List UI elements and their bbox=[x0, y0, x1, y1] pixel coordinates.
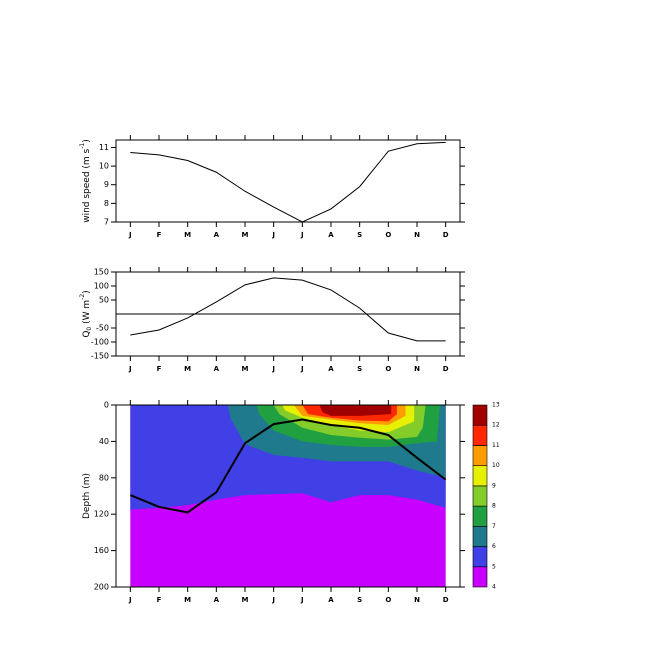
colorbar-label: 12 bbox=[492, 422, 500, 429]
y-tick-label: 0 bbox=[104, 401, 109, 410]
y-axis-label-part: (W m bbox=[82, 300, 92, 327]
x-tick-label: O bbox=[385, 365, 391, 373]
colorbar-label: 11 bbox=[492, 442, 500, 449]
y-axis-label: Q0 (W m-2) bbox=[79, 290, 93, 337]
colorbar-label: 9 bbox=[492, 482, 496, 489]
colorbar-box bbox=[472, 424, 488, 446]
x-tick-label: J bbox=[271, 365, 275, 373]
x-tick-label: J bbox=[300, 365, 304, 373]
x-tick-label: D bbox=[443, 231, 449, 239]
y-axis-label-part: ) bbox=[82, 139, 92, 143]
y-tick-label: 160 bbox=[94, 546, 109, 555]
y-axis-label-part: Depth (m) bbox=[82, 473, 92, 519]
x-tick-label: A bbox=[328, 365, 334, 373]
x-tick-label: D bbox=[443, 365, 449, 373]
x-tick-label: O bbox=[385, 596, 391, 604]
colorbar-box bbox=[472, 526, 488, 547]
y-tick-label: 100 bbox=[94, 282, 109, 291]
colorbar-box bbox=[472, 546, 488, 568]
y-tick-label: -150 bbox=[91, 352, 109, 361]
y-tick-label: 8 bbox=[104, 199, 109, 208]
x-tick-label: J bbox=[128, 231, 132, 239]
y-tick-label: 150 bbox=[94, 268, 109, 277]
x-tick-label: A bbox=[214, 231, 220, 239]
colorbar-box bbox=[472, 485, 488, 507]
x-tick-label: J bbox=[271, 231, 275, 239]
colorbar-label: 4 bbox=[492, 584, 496, 591]
x-tick-label: F bbox=[157, 365, 162, 373]
y-tick-label: -100 bbox=[91, 338, 109, 347]
data-line bbox=[130, 277, 446, 342]
x-tick-label: J bbox=[300, 231, 304, 239]
plot-frame bbox=[115, 271, 461, 357]
x-tick-label: J bbox=[128, 365, 132, 373]
y-tick-label: 9 bbox=[104, 180, 109, 189]
colorbar-box bbox=[472, 505, 488, 527]
x-tick-label: N bbox=[414, 365, 420, 373]
x-tick-label: D bbox=[443, 596, 449, 604]
colorbar-box bbox=[472, 566, 488, 588]
x-tick-label: F bbox=[157, 596, 162, 604]
plot-frame bbox=[115, 139, 461, 223]
x-tick-label: J bbox=[128, 596, 132, 604]
x-tick-label: S bbox=[357, 365, 362, 373]
x-tick-label: M bbox=[242, 231, 249, 239]
y-axis-label: wind speed (m s-1) bbox=[79, 139, 92, 223]
data-line bbox=[130, 141, 446, 223]
y-axis-label-part: ) bbox=[82, 290, 92, 294]
colorbar-label: 7 bbox=[492, 523, 496, 530]
x-tick-label: M bbox=[242, 596, 249, 604]
y-axis-label-part: -2 bbox=[79, 294, 86, 300]
y-axis-label-part: Q bbox=[82, 331, 92, 338]
colorbar-label: 13 bbox=[492, 402, 500, 409]
colorbar-label: 5 bbox=[492, 563, 496, 570]
plot-frame bbox=[115, 404, 461, 588]
y-tick-label: 11 bbox=[99, 143, 109, 152]
y-tick-label: 10 bbox=[99, 162, 109, 171]
x-tick-label: A bbox=[214, 596, 220, 604]
y-tick-label: 7 bbox=[104, 218, 109, 227]
y-tick-label: 50 bbox=[99, 296, 109, 305]
mixed-layer-line bbox=[129, 418, 447, 514]
x-tick-label: M bbox=[242, 365, 249, 373]
x-tick-label: M bbox=[184, 365, 191, 373]
x-tick-label: O bbox=[385, 231, 391, 239]
y-tick-label: 80 bbox=[99, 473, 109, 482]
x-tick-label: J bbox=[271, 596, 275, 604]
x-tick-label: M bbox=[184, 231, 191, 239]
x-tick-label: A bbox=[214, 365, 220, 373]
y-tick-label: 200 bbox=[94, 583, 109, 592]
colorbar-box bbox=[472, 445, 488, 466]
colorbar-label: 6 bbox=[492, 543, 496, 550]
contour-region bbox=[319, 405, 392, 416]
colorbar-box bbox=[472, 404, 488, 426]
y-tick-label: 40 bbox=[99, 437, 109, 446]
x-tick-label: S bbox=[357, 596, 362, 604]
x-tick-label: M bbox=[184, 596, 191, 604]
y-axis-label-part: 0 bbox=[86, 327, 93, 331]
x-tick-label: J bbox=[300, 596, 304, 604]
x-tick-label: N bbox=[414, 596, 420, 604]
colorbar-label: 8 bbox=[492, 503, 496, 510]
y-tick-label: 120 bbox=[94, 510, 109, 519]
y-tick-label: -50 bbox=[96, 324, 109, 333]
x-tick-label: A bbox=[328, 231, 334, 239]
x-tick-label: N bbox=[414, 231, 420, 239]
y-axis-label-part: -1 bbox=[79, 143, 86, 149]
x-tick-label: A bbox=[328, 596, 334, 604]
colorbar-box bbox=[472, 465, 488, 487]
x-tick-label: F bbox=[157, 231, 162, 239]
colorbar-label: 10 bbox=[492, 462, 500, 469]
y-axis-label: Depth (m) bbox=[82, 473, 92, 519]
y-axis-label-part: wind speed (m s bbox=[82, 148, 92, 222]
x-tick-label: S bbox=[357, 231, 362, 239]
